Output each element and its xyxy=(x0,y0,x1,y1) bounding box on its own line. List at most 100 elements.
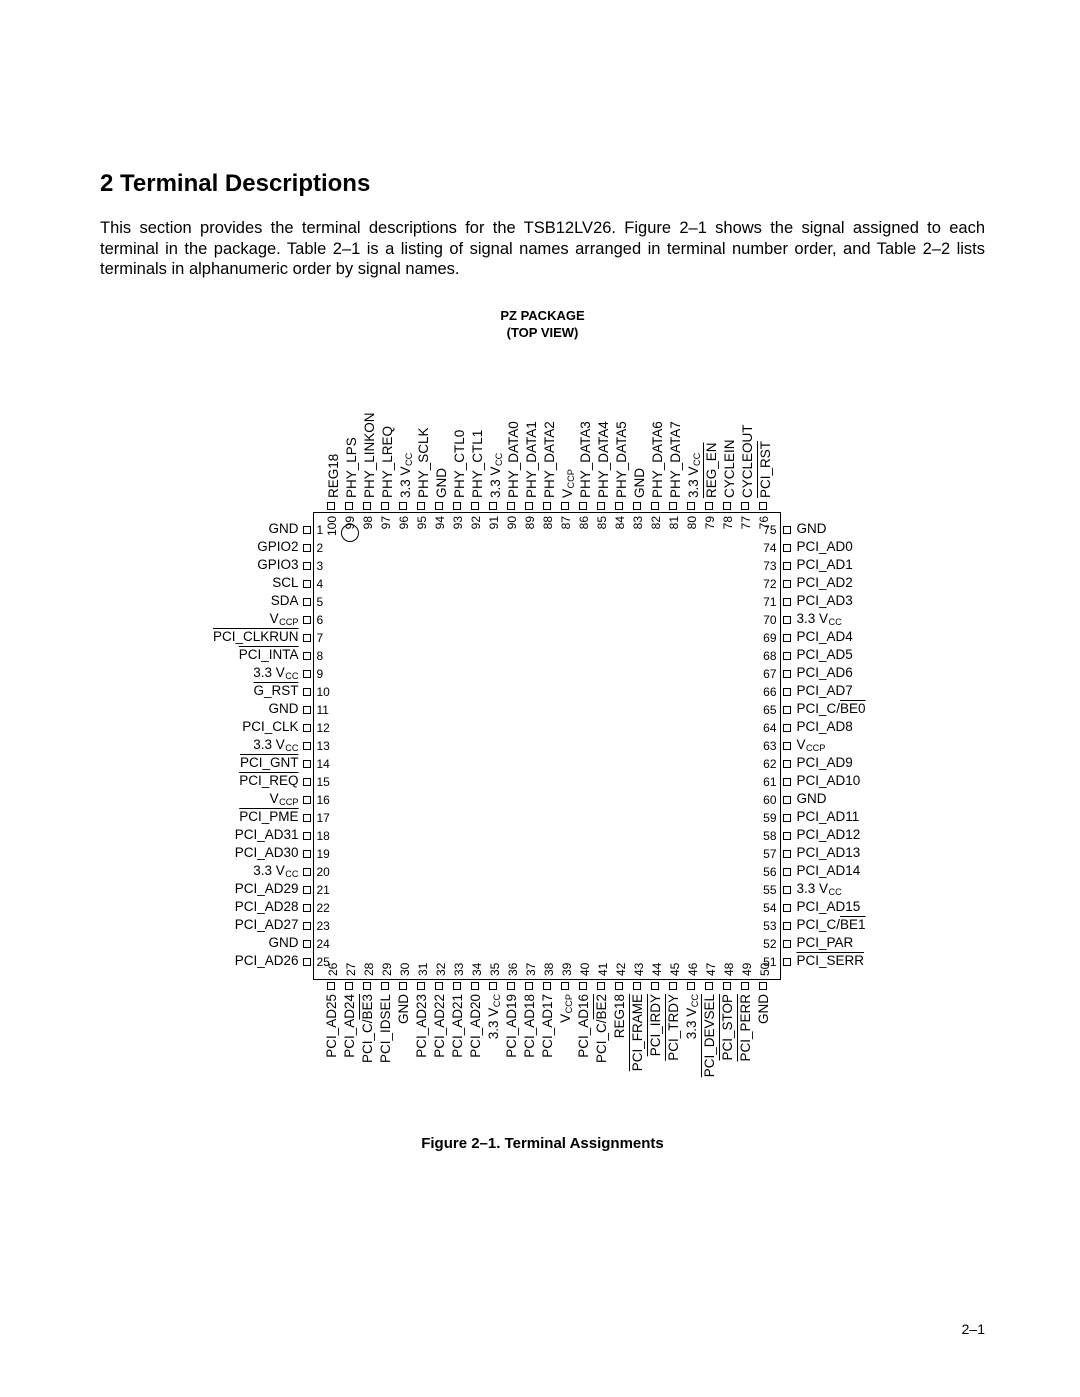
pin-label: GND xyxy=(632,468,647,498)
pin-label: PCI_AD21 xyxy=(450,994,464,1194)
pin-number: 42 xyxy=(614,962,628,975)
pin-box xyxy=(303,814,311,822)
pin-number: 19 xyxy=(317,847,330,861)
pin-label: 3.3 VCC xyxy=(398,452,413,497)
pin-number: 49 xyxy=(740,962,754,975)
pin-box xyxy=(489,502,497,510)
pin-box xyxy=(399,982,407,990)
pin-box xyxy=(705,982,713,990)
pin-number: 43 xyxy=(632,962,646,975)
pin-label: PCI_AD18 xyxy=(522,994,536,1194)
pin-box xyxy=(741,502,749,510)
pin-label: PCI_IRDY xyxy=(648,994,662,1194)
pin-label: PCI_AD7 xyxy=(797,683,853,698)
pin-number: 58 xyxy=(763,829,776,843)
pin-number: 69 xyxy=(763,631,776,645)
pin-number: 94 xyxy=(433,516,445,616)
package-label: PZ PACKAGE (TOP VIEW) xyxy=(100,308,985,342)
pin-box xyxy=(471,982,479,990)
pin-number: 7 xyxy=(317,631,324,645)
pin-box xyxy=(723,502,731,510)
pin-box xyxy=(525,502,533,510)
pin-label: PCI_AD17 xyxy=(540,994,554,1194)
pin-label: PHY_DATA3 xyxy=(578,421,593,498)
pin-box xyxy=(471,502,479,510)
pin-box xyxy=(381,982,389,990)
pin-box xyxy=(489,982,497,990)
pin-box xyxy=(303,958,311,966)
pin-label: PHY_CTL1 xyxy=(470,429,485,497)
pin-number: 40 xyxy=(578,962,592,975)
pin-number: 30 xyxy=(398,962,412,975)
pin-number: 26 xyxy=(326,962,340,975)
pin-label: PHY_DATA4 xyxy=(596,421,611,498)
pin-label: PHY_CTL0 xyxy=(452,429,467,497)
pin-box xyxy=(783,616,791,624)
pin-box xyxy=(597,502,605,510)
pin-box xyxy=(705,502,713,510)
pin-number: 11 xyxy=(317,703,329,717)
pin-label: PCI_C/BE2 xyxy=(594,994,608,1194)
pin-box xyxy=(669,982,677,990)
pin-box xyxy=(783,814,791,822)
pin-box xyxy=(783,562,791,570)
pin-box xyxy=(651,982,659,990)
pin-box xyxy=(783,850,791,858)
pin-number: 16 xyxy=(317,793,330,807)
pin-box xyxy=(783,904,791,912)
pin-label: PCI_C/BE1 xyxy=(797,917,866,932)
pin-box xyxy=(633,502,641,510)
pin-label: PCI_AD1 xyxy=(797,557,853,572)
pin-number: 60 xyxy=(763,793,776,807)
pin-label: PCI_AD4 xyxy=(797,629,853,644)
pin-box xyxy=(327,982,335,990)
pin-number: 62 xyxy=(763,757,776,771)
pin-number: 1 xyxy=(317,523,324,537)
pin-number: 57 xyxy=(763,847,776,861)
pin-label: PCI_AD14 xyxy=(797,863,861,878)
pin-label: PCI_AD5 xyxy=(797,647,853,662)
package-label-line1: PZ PACKAGE xyxy=(500,308,584,323)
pin-box xyxy=(687,502,695,510)
pin-number: 44 xyxy=(650,962,664,975)
pin-number: 37 xyxy=(524,962,538,975)
pin-label: REG_EN xyxy=(704,442,719,498)
pin-box xyxy=(453,982,461,990)
pin-number: 85 xyxy=(595,516,607,616)
pin-number: 68 xyxy=(763,649,776,663)
pin-number: 33 xyxy=(452,962,466,975)
pin-box xyxy=(579,502,587,510)
pin-box xyxy=(303,652,311,660)
section-heading: 2 Terminal Descriptions xyxy=(100,170,985,198)
pin-number: 54 xyxy=(763,901,776,915)
pin-label: PCI_C/BE3 xyxy=(360,994,374,1194)
pin-label: REG18 xyxy=(326,453,341,497)
pin-label: PCI_FRAME xyxy=(630,994,644,1194)
pin-number: 67 xyxy=(763,667,776,681)
pin-label: PCI_RST xyxy=(758,441,773,498)
pin-label: PCI_AD24 xyxy=(342,994,356,1194)
pin-number: 41 xyxy=(596,962,610,975)
pin-label: CYCLEOUT xyxy=(740,424,755,498)
pin-label: 3.3 VCC xyxy=(253,665,298,680)
pin-label: CYCLEIN xyxy=(722,439,737,498)
pin-number: 36 xyxy=(506,962,520,975)
pin-number: 77 xyxy=(739,516,751,616)
pin-box xyxy=(399,502,407,510)
pin-label: GND xyxy=(396,994,410,1194)
pin-label: PCI_AD12 xyxy=(797,827,861,842)
pin-box xyxy=(783,958,791,966)
pin-number: 92 xyxy=(469,516,481,616)
pin-box xyxy=(303,886,311,894)
pin-number: 18 xyxy=(317,829,330,843)
pinout-diagram: 1GND2GPIO23GPIO34SCL5SDA6VCCP7PCI_CLKRUN… xyxy=(163,392,923,1150)
pin-box xyxy=(303,562,311,570)
pin-box xyxy=(783,652,791,660)
pin-box xyxy=(741,982,749,990)
pin-number: 93 xyxy=(451,516,463,616)
pin-box xyxy=(561,982,569,990)
intro-paragraph: This section provides the terminal descr… xyxy=(100,218,985,280)
pin-box xyxy=(435,502,443,510)
pin-box xyxy=(303,580,311,588)
pin-label: VCCP xyxy=(270,791,299,806)
